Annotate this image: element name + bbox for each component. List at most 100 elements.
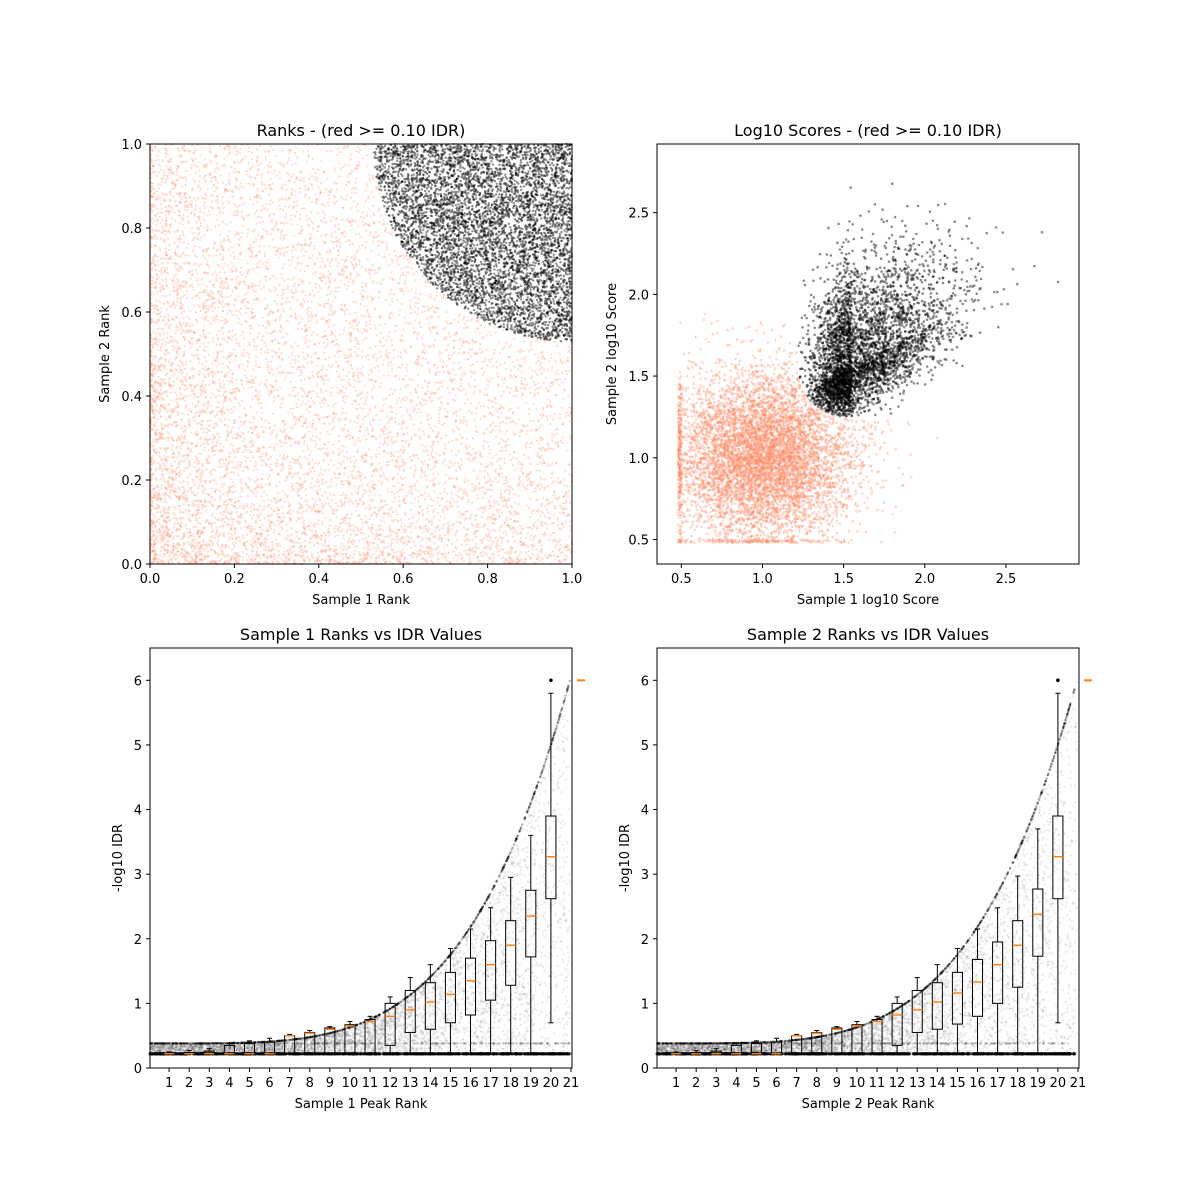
ranks-red-point	[253, 345, 255, 347]
ranks-red-point	[421, 398, 423, 400]
ranks-red-point	[172, 444, 174, 446]
ranks-red-point	[360, 216, 362, 218]
ranks-red-point	[353, 373, 355, 375]
ranks-red-point	[265, 345, 267, 347]
ranks-red-point	[257, 478, 259, 480]
ranks-red-point	[540, 416, 542, 418]
ranks-red-point	[366, 541, 368, 543]
ranks-red-point	[539, 447, 541, 449]
ranks-red-point	[446, 323, 448, 325]
ranks-red-point	[561, 436, 563, 438]
ranks-red-point	[414, 319, 416, 321]
ranks-red-point	[553, 494, 555, 496]
ranks-red-point	[432, 430, 434, 432]
ranks-red-point	[154, 524, 156, 526]
ranks-red-point	[528, 473, 530, 475]
ranks-red-point	[280, 237, 282, 239]
ranks-red-point	[160, 541, 162, 543]
ranks-red-point	[324, 534, 326, 536]
ranks-red-point	[151, 222, 153, 224]
ranks-red-point	[397, 456, 399, 458]
ranks-red-point	[430, 533, 432, 535]
ranks-red-point	[234, 168, 236, 170]
ranks-red-point	[556, 498, 558, 500]
ranks-red-point	[436, 561, 438, 563]
ranks-red-point	[368, 504, 370, 506]
ranks-red-point	[282, 209, 284, 211]
ranks-red-point	[343, 270, 345, 272]
ranks-red-point	[512, 535, 514, 537]
ranks-red-point	[165, 295, 167, 297]
ranks-red-point	[433, 499, 435, 501]
ranks-red-point	[354, 345, 356, 347]
ranks-red-point	[443, 547, 445, 549]
ranks-red-point	[222, 394, 224, 396]
ranks-red-point	[475, 452, 477, 454]
ranks-red-point	[291, 438, 293, 440]
ranks-red-point	[351, 524, 353, 526]
ranks-red-point	[261, 412, 263, 414]
ranks-red-point	[409, 456, 411, 458]
ranks-red-point	[197, 197, 199, 199]
ranks-red-point	[231, 261, 233, 263]
ranks-red-point	[278, 171, 280, 173]
ranks-red-point	[540, 455, 542, 457]
ranks-red-point	[312, 222, 314, 224]
ranks-red-point	[271, 431, 273, 433]
ranks-red-point	[458, 552, 460, 554]
ranks-red-point	[327, 299, 329, 301]
ranks-red-point	[336, 148, 338, 150]
ranks-red-point	[406, 259, 408, 261]
ranks-red-point	[283, 292, 285, 294]
ranks-red-point	[354, 351, 356, 353]
ranks-red-point	[349, 470, 351, 472]
ranks-red-point	[380, 355, 382, 357]
ranks-red-point	[350, 336, 352, 338]
ranks-red-point	[275, 465, 277, 467]
ranks-red-point	[199, 190, 201, 192]
ranks-red-point	[279, 177, 281, 179]
ranks-red-point	[380, 382, 382, 384]
ranks-red-point	[205, 427, 207, 429]
ranks-red-point	[283, 254, 285, 256]
ranks-red-point	[506, 499, 508, 501]
ranks-red-point	[186, 481, 188, 483]
ranks-red-point	[313, 503, 315, 505]
ranks-red-point	[241, 215, 243, 217]
ranks-red-point	[265, 561, 267, 563]
ranks-red-point	[311, 440, 313, 442]
ranks-red-point	[180, 256, 182, 258]
ranks-red-point	[530, 344, 532, 346]
ranks-red-point	[455, 394, 457, 396]
ranks-red-point	[483, 405, 485, 407]
ranks-red-point	[188, 509, 190, 511]
ranks-red-point	[156, 404, 158, 406]
ranks-red-point	[217, 411, 219, 413]
ranks-red-point	[184, 368, 186, 370]
ranks-red-point	[369, 555, 371, 557]
ranks-red-point	[524, 426, 526, 428]
ranks-red-point	[413, 423, 415, 425]
ranks-red-point	[325, 503, 327, 505]
ranks-red-point	[206, 468, 208, 470]
ranks-red-point	[404, 557, 406, 559]
ranks-red-point	[402, 446, 404, 448]
ranks-red-point	[472, 448, 474, 450]
ranks-red-point	[254, 535, 256, 537]
ranks-red-point	[172, 280, 174, 282]
ranks-red-point	[336, 291, 338, 293]
ranks-red-point	[244, 374, 246, 376]
ranks-red-point	[260, 288, 262, 290]
ranks-red-point	[565, 415, 567, 417]
ranks-red-point	[256, 148, 258, 150]
ranks-red-point	[378, 560, 380, 562]
ranks-red-point	[362, 211, 364, 213]
ranks-red-point	[179, 448, 181, 450]
ranks-red-point	[310, 211, 312, 213]
ranks-red-point	[358, 414, 360, 416]
ranks-red-point	[191, 200, 193, 202]
ranks-red-point	[410, 554, 412, 556]
ranks-red-point	[175, 193, 177, 195]
ranks-red-point	[323, 459, 325, 461]
ranks-red-point	[387, 365, 389, 367]
